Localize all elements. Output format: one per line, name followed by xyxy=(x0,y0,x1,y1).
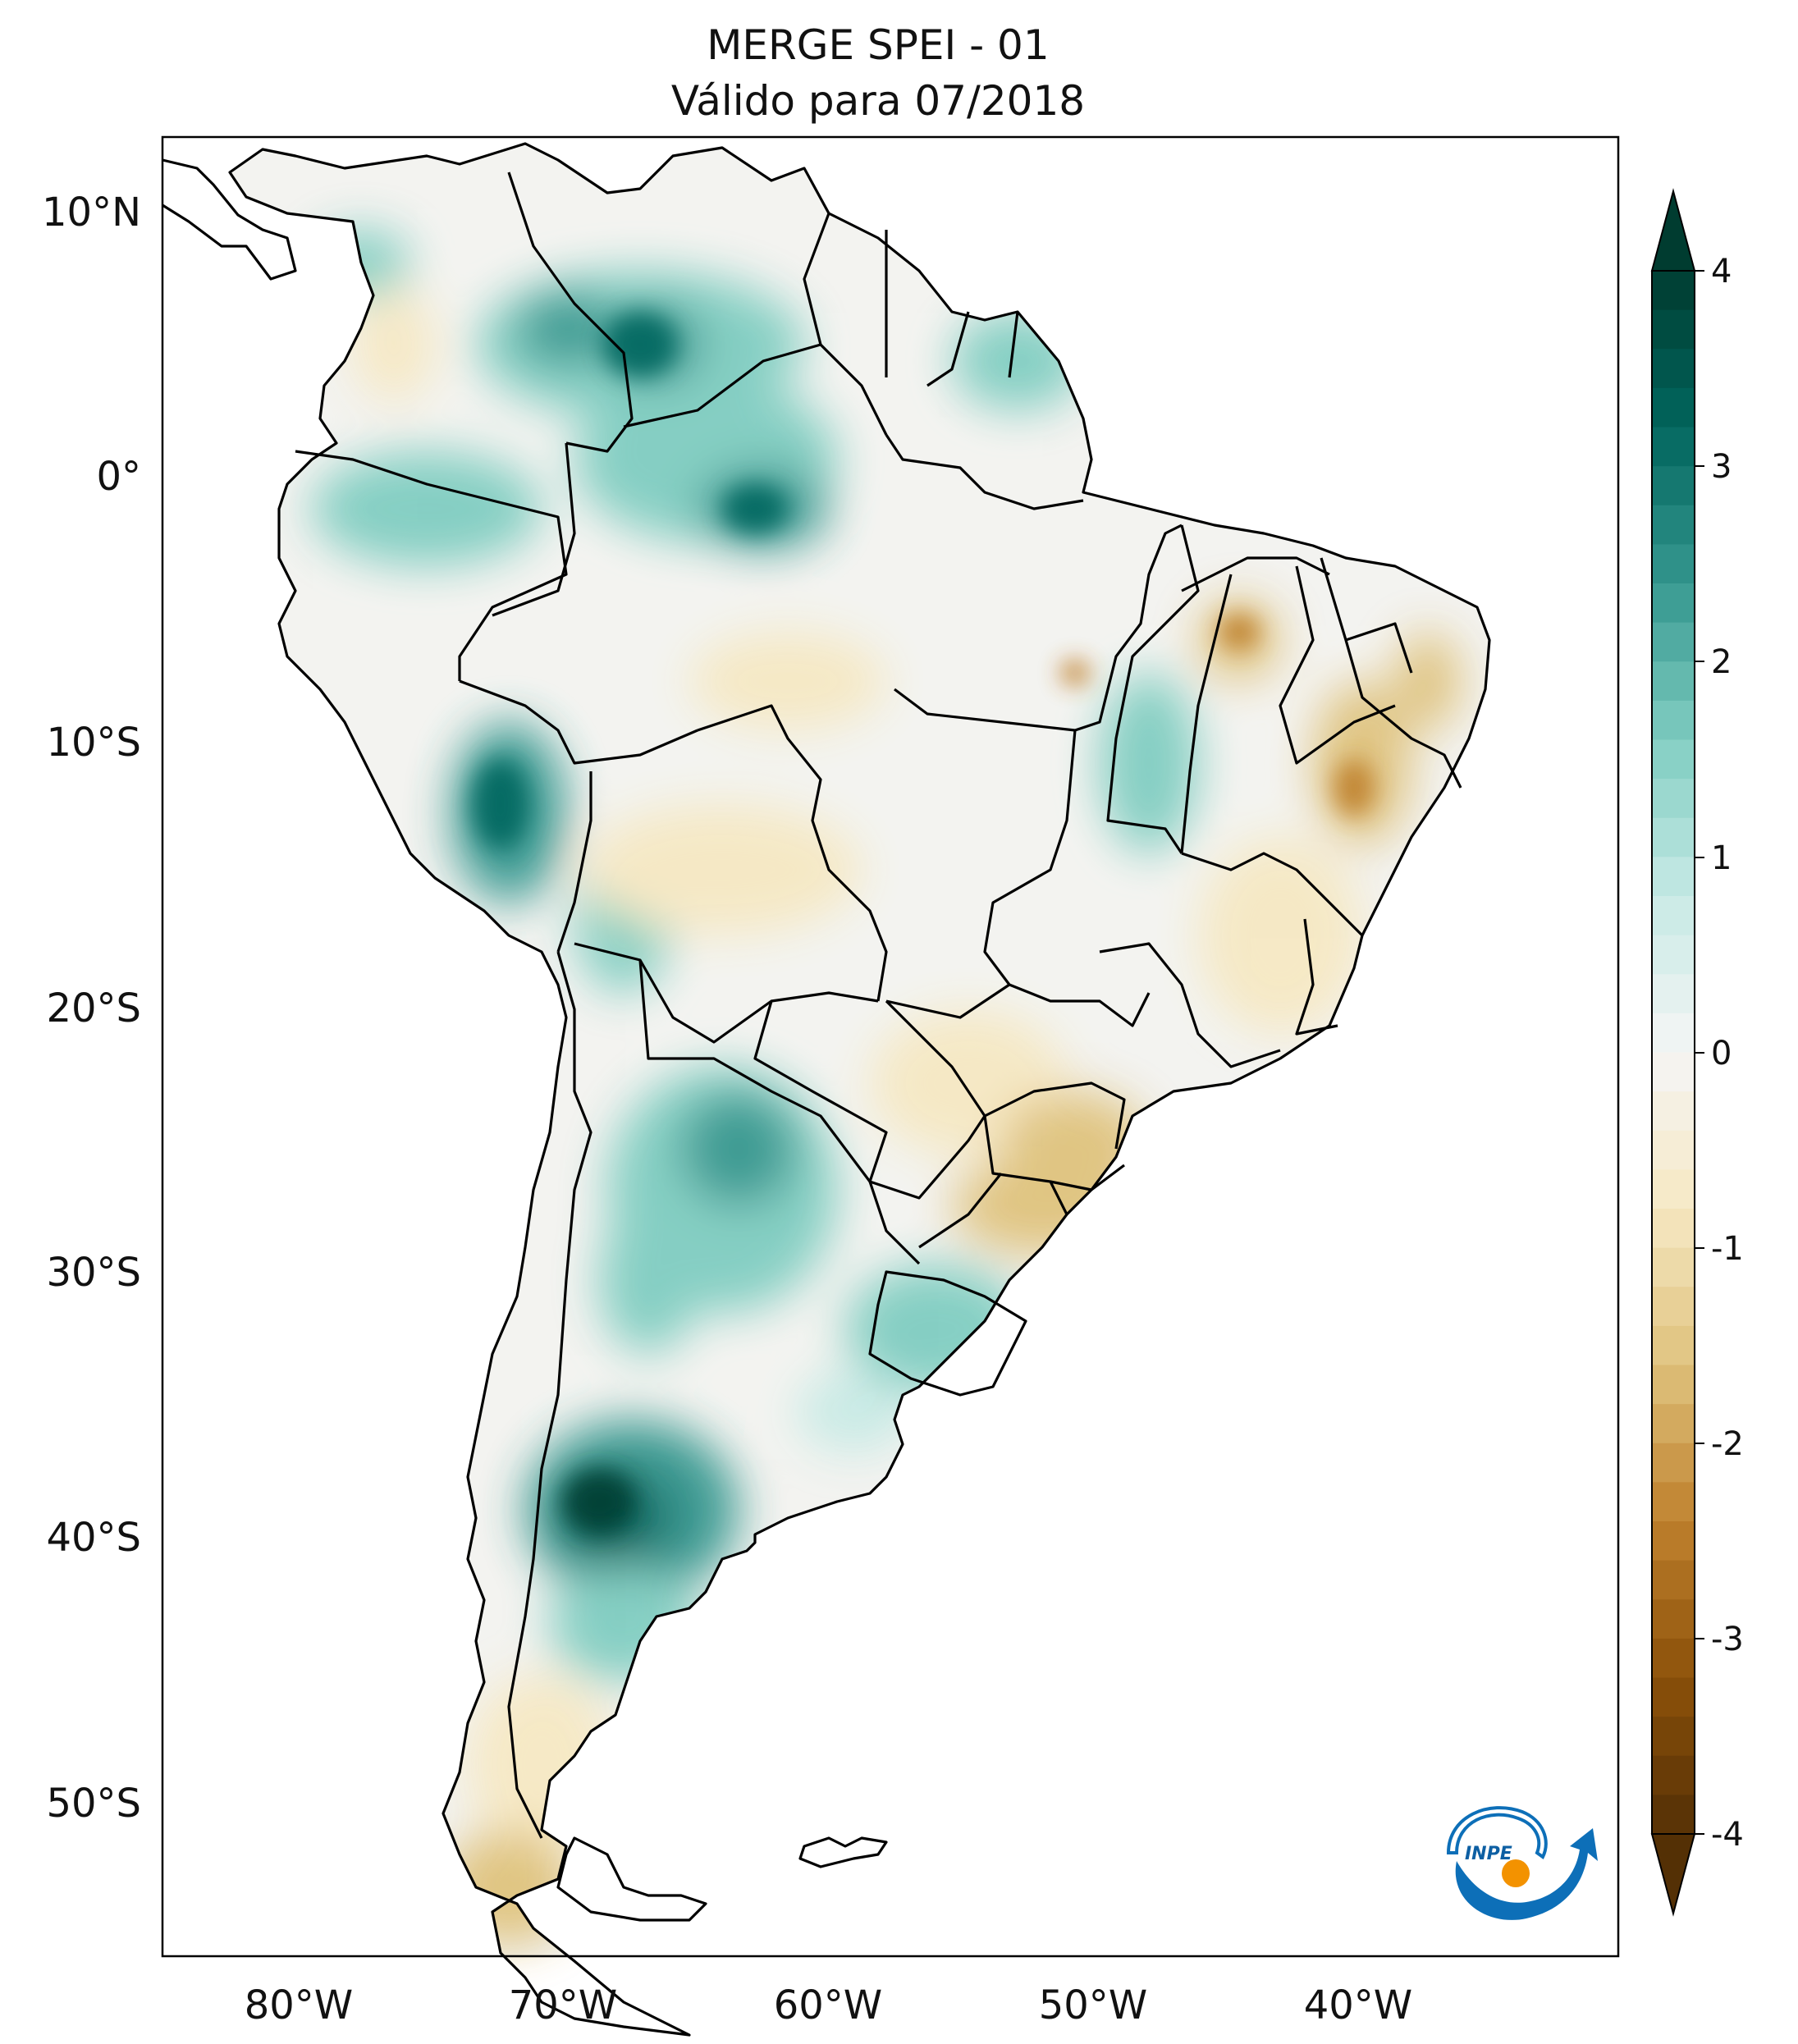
colorbar-segment xyxy=(1652,1755,1695,1795)
colorbar-segment xyxy=(1652,1717,1695,1757)
logo-text: INPE xyxy=(1465,1844,1512,1864)
peru-brazil-border xyxy=(459,679,698,765)
colorbar-segment xyxy=(1652,1091,1695,1132)
colorbar-tick-label: 4 xyxy=(1711,253,1732,290)
tierra-del-fuego-outline xyxy=(556,1836,707,1922)
colorbar-segment xyxy=(1652,1404,1695,1444)
colorbar-segment xyxy=(1652,1013,1695,1054)
logo-orbit-icon xyxy=(1446,1806,1548,1859)
lat-label: 0° xyxy=(96,454,141,500)
guyanas-borders xyxy=(803,213,1019,387)
colombia-ecuador-peru-border xyxy=(295,450,568,681)
lat-label: 40°S xyxy=(46,1515,141,1561)
colorbar-segment xyxy=(1652,896,1695,936)
lon-label: 50°W xyxy=(1039,1982,1148,2028)
colorbar-segments xyxy=(1652,271,1695,1835)
colombia-brazil-border xyxy=(492,442,576,617)
colorbar-bottom-extension xyxy=(1650,1833,1696,1917)
colorbar-segment xyxy=(1652,1247,1695,1287)
colorbar-segment xyxy=(1652,505,1695,545)
colorbar-segment xyxy=(1652,1052,1695,1092)
colorbar-ticks xyxy=(1695,270,1704,1835)
colorbar-segment xyxy=(1652,1638,1695,1679)
map-title-line1: MERGE SPEI - 01 xyxy=(707,21,1049,69)
colorbar-tick-label: -2 xyxy=(1711,1425,1744,1463)
colorbar-segment xyxy=(1652,427,1695,467)
colorbar-segment xyxy=(1652,1209,1695,1249)
map-frame xyxy=(161,135,1620,1958)
argentina-chile-border xyxy=(507,951,592,1839)
colorbar-tick-label: 0 xyxy=(1711,1035,1732,1072)
colorbar-segment xyxy=(1652,622,1695,662)
colorbar-top-extension xyxy=(1650,188,1696,272)
colorbar-segment xyxy=(1652,661,1695,702)
colorbar-segment xyxy=(1652,466,1695,506)
paraguay-border xyxy=(753,999,986,1200)
colorbar-tick-label: 1 xyxy=(1711,839,1732,877)
continent-outline xyxy=(228,142,1491,2037)
peru-bolivia-border xyxy=(556,771,592,953)
colorbar-segment xyxy=(1652,1443,1695,1483)
colorbar-segment xyxy=(1652,779,1695,819)
colorbar-segment xyxy=(1652,349,1695,389)
colorbar-segment xyxy=(1652,1560,1695,1600)
lat-label: 10°N xyxy=(42,190,141,235)
lat-label: 30°S xyxy=(46,1250,141,1296)
colorbar-segment xyxy=(1652,1482,1695,1522)
lat-label: 50°S xyxy=(46,1781,141,1827)
colorbar-tick-label: 3 xyxy=(1711,448,1732,486)
argentina-north-border xyxy=(638,959,921,1265)
lon-label: 60°W xyxy=(774,1982,883,2028)
colorbar-segment xyxy=(1652,974,1695,1014)
colorbar: 4 3 2 1 0 -1 -2 -3 -4 xyxy=(1650,188,1744,1917)
colorbar-tick-labels: 4 3 2 1 0 -1 -2 -3 -4 xyxy=(1711,253,1744,1854)
colorbar-segment xyxy=(1652,544,1695,584)
logo-swoosh-icon xyxy=(1455,1828,1598,1920)
latitude-labels: 10°N 0° 10°S 20°S 30°S 40°S 50°S xyxy=(42,190,141,1827)
lat-label: 10°S xyxy=(46,720,141,766)
colorbar-segment xyxy=(1652,1677,1695,1717)
colorbar-segment xyxy=(1652,387,1695,428)
falkland-islands-outline xyxy=(798,1836,888,1868)
colorbar-segment xyxy=(1652,739,1695,780)
colorbar-tick-label: -4 xyxy=(1711,1816,1744,1854)
colorbar-tick-label: -1 xyxy=(1711,1230,1744,1268)
bolivia-brazil-border xyxy=(697,704,888,1002)
map-title-line2: Válido para 07/2018 xyxy=(671,77,1085,125)
venezuela-brazil-border xyxy=(623,343,888,436)
uruguay-border xyxy=(868,1270,1027,1397)
lon-label: 80°W xyxy=(245,1982,354,2028)
colorbar-segment xyxy=(1652,583,1695,624)
longitude-labels: 80°W 70°W 60°W 50°W 40°W xyxy=(245,1982,1413,2028)
lon-label: 70°W xyxy=(509,1982,618,2028)
brazil-state-borders xyxy=(885,434,1462,1249)
colorbar-segment xyxy=(1652,271,1695,311)
colorbar-segment xyxy=(1652,935,1695,975)
colombia-venezuela-border xyxy=(507,171,634,453)
inpe-logo: INPE xyxy=(1446,1806,1598,1920)
colorbar-segment xyxy=(1652,1599,1695,1639)
colorbar-segment xyxy=(1652,1365,1695,1405)
central-america-coast xyxy=(162,158,297,281)
colorbar-segment xyxy=(1652,1169,1695,1209)
colorbar-segment xyxy=(1652,857,1695,897)
colorbar-segment xyxy=(1652,817,1695,857)
country-borders xyxy=(162,142,1491,2037)
logo-sun-icon xyxy=(1502,1859,1530,1887)
colorbar-segment xyxy=(1652,1521,1695,1562)
colorbar-segment xyxy=(1652,1325,1695,1366)
lat-label: 20°S xyxy=(46,985,141,1031)
colorbar-segment xyxy=(1652,1287,1695,1327)
colorbar-segment xyxy=(1652,1130,1695,1170)
colorbar-segment xyxy=(1652,700,1695,741)
colorbar-tick-label: 2 xyxy=(1711,643,1732,681)
colorbar-tick-label: -3 xyxy=(1711,1621,1744,1658)
lon-label: 40°W xyxy=(1304,1982,1413,2028)
colorbar-segment xyxy=(1652,1795,1695,1835)
colorbar-segment xyxy=(1652,309,1695,350)
map-panel: INPE xyxy=(161,135,1620,2037)
